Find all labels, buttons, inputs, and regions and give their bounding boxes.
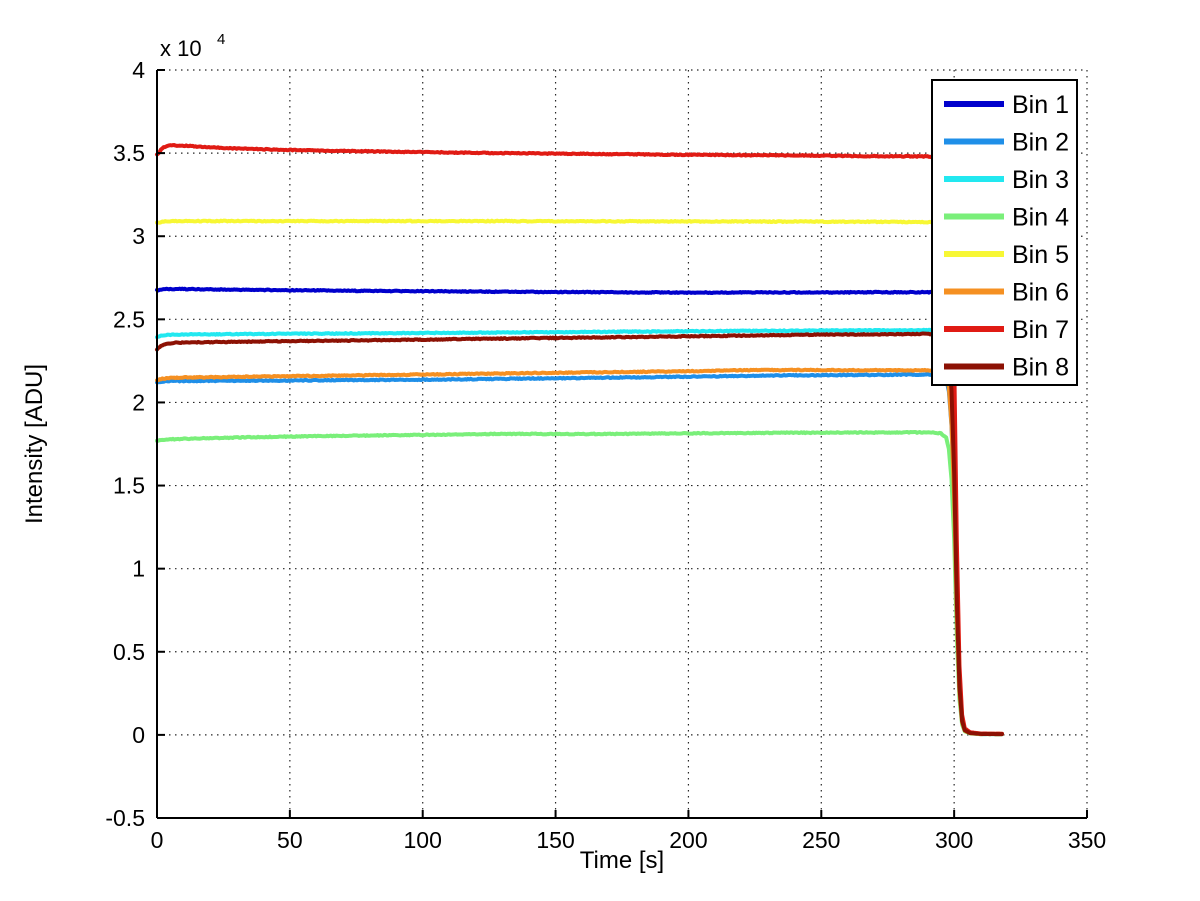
legend-label-bin-2[interactable]: Bin 2	[1012, 129, 1069, 157]
series-line-bin-1	[155, 286, 1004, 737]
x-tick-label: 200	[669, 827, 707, 853]
y-tick-label: -0.5	[105, 805, 145, 831]
y-tick-label: 0.5	[113, 639, 145, 665]
x-tick-label: 0	[151, 827, 164, 853]
y-tick-label: 3.5	[113, 140, 145, 166]
legend-label-bin-1[interactable]: Bin 1	[1012, 91, 1069, 119]
y-tick-label: 2.5	[113, 306, 145, 332]
legend-label-bin-5[interactable]: Bin 5	[1012, 241, 1069, 269]
y-axis-title: Intensity [ADU]	[21, 364, 48, 524]
series-line-bin-6	[155, 367, 1004, 737]
series-line-bin-7	[155, 143, 1004, 736]
x-tick-label: 50	[277, 827, 303, 853]
x-tick-label: 300	[935, 827, 973, 853]
x-tick-label: 250	[802, 827, 840, 853]
series-line-bin-2	[155, 372, 1004, 737]
chart-legend[interactable]: Bin 1 Bin 2 Bin 3 Bin 4 Bin 5 Bin 6 Bin 7 Bin 8	[931, 79, 1078, 386]
x-tick-label: 150	[536, 827, 574, 853]
y-axis-exponent-prefix: x 10	[160, 36, 202, 61]
legend-label-bin-4[interactable]: Bin 4	[1012, 204, 1069, 232]
y-tick-label: 0	[132, 722, 145, 748]
y-tick-label: 2	[132, 389, 145, 415]
series-line-bin-8	[155, 331, 1004, 737]
legend-box	[931, 79, 1078, 386]
x-axis-title: Time [s]	[580, 847, 664, 874]
series-line-bin-3	[155, 327, 1004, 737]
legend-label-bin-7[interactable]: Bin 7	[1012, 316, 1069, 344]
axis-ticks	[156, 69, 1088, 819]
y-tick-label: 3	[132, 223, 145, 249]
data-series-layer	[155, 143, 1004, 737]
legend-label-bin-6[interactable]: Bin 6	[1012, 279, 1069, 307]
legend-label-bin-3[interactable]: Bin 3	[1012, 166, 1069, 194]
y-tick-label: 1	[132, 556, 145, 582]
axis-tick-labels: 0 50 100 150 200 250 300 350-0.500.511.522.533.…	[105, 57, 1106, 853]
series-line-bin-4	[155, 429, 1004, 737]
y-tick-label: 1.5	[113, 473, 145, 499]
series-line-bin-5	[155, 218, 1004, 736]
y-axis-exponent-power: 4	[217, 31, 225, 48]
x-tick-label: 350	[1068, 827, 1106, 853]
legend-label-bin-8[interactable]: Bin 8	[1012, 354, 1069, 382]
y-tick-label: 4	[132, 57, 145, 83]
axis-lines	[156, 70, 1087, 819]
x-tick-label: 100	[404, 827, 442, 853]
